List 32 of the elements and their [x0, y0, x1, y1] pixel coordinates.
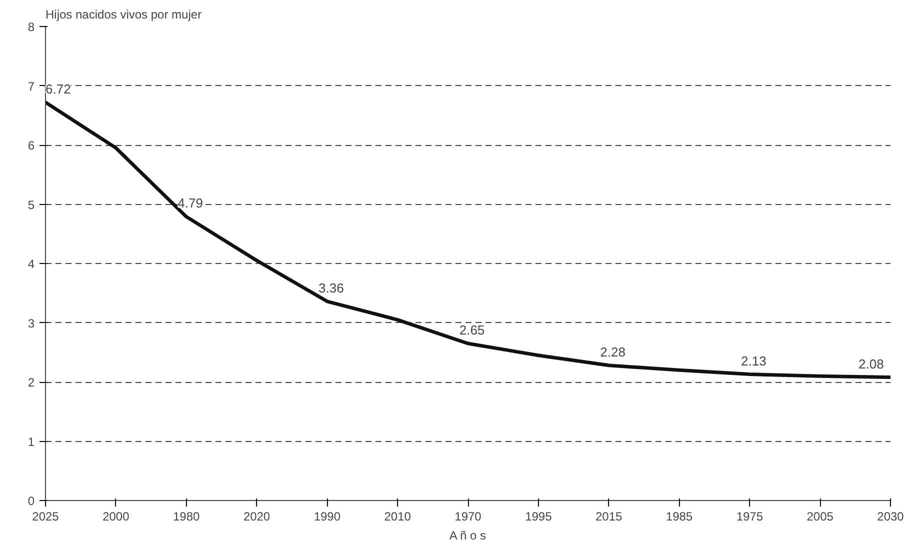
x-tick-label: 1970 — [454, 510, 482, 524]
y-tick-label: 0 — [28, 494, 35, 508]
y-tick-label: 4 — [28, 257, 35, 271]
x-tick-label: 1980 — [172, 510, 200, 524]
text: 2.28 — [600, 344, 626, 360]
x-tick-label: 2030 — [877, 510, 904, 524]
y-tick-label: 5 — [28, 198, 35, 212]
y-tick-label: 3 — [28, 316, 35, 330]
y-tick-label: 6 — [28, 138, 35, 152]
x-tick-label: 2005 — [806, 510, 834, 524]
y-tick-label: 7 — [28, 79, 35, 94]
x-tick-label: 2010 — [384, 510, 412, 524]
text: 4.79 — [178, 196, 203, 211]
text: 2.08 — [858, 356, 884, 372]
x-tick-label: 2025 — [32, 510, 60, 524]
y-tick-label: 8 — [28, 20, 35, 34]
x-tick-label: 1985 — [666, 510, 693, 524]
y-tick-label: 2 — [28, 376, 35, 390]
text: 3.36 — [318, 280, 344, 296]
x-tick-label: 1990 — [314, 510, 341, 524]
x-tick-label: 2020 — [243, 510, 270, 524]
y-tick-label: 1 — [28, 434, 35, 449]
x-axis-title: A ñ o s — [449, 528, 486, 542]
x-tick-label: 2015 — [595, 510, 623, 524]
x-tick-label: 2000 — [102, 510, 130, 524]
text: 2.65 — [459, 322, 485, 338]
text: 6.72 — [46, 81, 71, 96]
text: 2.13 — [741, 353, 766, 368]
x-tick-label: 1995 — [525, 510, 552, 524]
y-axis-title: Hijos nacidos vivos por mujer — [46, 8, 202, 22]
line-series — [46, 100, 890, 380]
x-tick-label: 1975 — [736, 510, 764, 524]
